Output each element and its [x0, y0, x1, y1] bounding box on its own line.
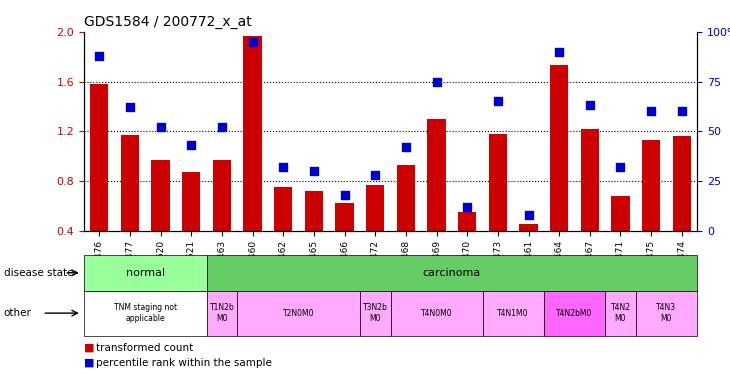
Text: percentile rank within the sample: percentile rank within the sample — [96, 358, 272, 368]
Point — [93, 53, 105, 59]
Point — [124, 104, 136, 110]
Point — [216, 124, 228, 130]
Bar — [90, 84, 109, 280]
Text: T1N2b
M0: T1N2b M0 — [210, 303, 234, 323]
Bar — [304, 191, 323, 280]
Text: T4N0M0: T4N0M0 — [420, 309, 453, 318]
Bar — [488, 134, 507, 280]
Text: T4N3
M0: T4N3 M0 — [656, 303, 677, 323]
Point — [645, 108, 657, 114]
Bar — [274, 187, 293, 280]
Point — [339, 192, 350, 198]
Bar — [396, 165, 415, 280]
Point — [431, 79, 442, 85]
Bar — [427, 119, 446, 280]
Bar — [243, 36, 262, 280]
Bar — [458, 212, 477, 280]
Bar — [550, 65, 569, 280]
Bar — [672, 136, 691, 280]
Text: ■: ■ — [84, 358, 94, 368]
Bar — [580, 129, 599, 280]
Text: T3N2b
M0: T3N2b M0 — [363, 303, 388, 323]
Bar — [519, 224, 538, 280]
Bar — [335, 203, 354, 280]
Text: T2N0M0: T2N0M0 — [283, 309, 315, 318]
Point — [308, 168, 320, 174]
Point — [185, 142, 197, 148]
Bar — [212, 160, 231, 280]
Text: other: other — [4, 308, 31, 318]
Point — [400, 144, 412, 150]
Bar — [151, 160, 170, 280]
Text: T4N2
M0: T4N2 M0 — [610, 303, 631, 323]
Text: T4N2bM0: T4N2bM0 — [556, 309, 593, 318]
Text: T4N1M0: T4N1M0 — [497, 309, 529, 318]
Point — [492, 99, 504, 105]
Point — [553, 49, 565, 55]
Bar — [182, 172, 201, 280]
Point — [615, 164, 626, 170]
Point — [369, 172, 381, 178]
Bar — [642, 140, 661, 280]
Bar — [366, 184, 385, 280]
Text: carcinoma: carcinoma — [423, 268, 481, 278]
Point — [277, 164, 289, 170]
Text: normal: normal — [126, 268, 165, 278]
Point — [584, 102, 596, 108]
Text: transformed count: transformed count — [96, 343, 193, 353]
Bar — [611, 196, 630, 280]
Point — [461, 204, 473, 210]
Point — [676, 108, 688, 114]
Bar — [120, 135, 139, 280]
Text: GDS1584 / 200772_x_at: GDS1584 / 200772_x_at — [84, 15, 252, 30]
Text: ■: ■ — [84, 343, 94, 353]
Point — [247, 39, 258, 45]
Point — [155, 124, 166, 130]
Point — [523, 212, 534, 218]
Text: disease state: disease state — [4, 268, 73, 278]
Text: TNM staging not
applicable: TNM staging not applicable — [114, 303, 177, 323]
